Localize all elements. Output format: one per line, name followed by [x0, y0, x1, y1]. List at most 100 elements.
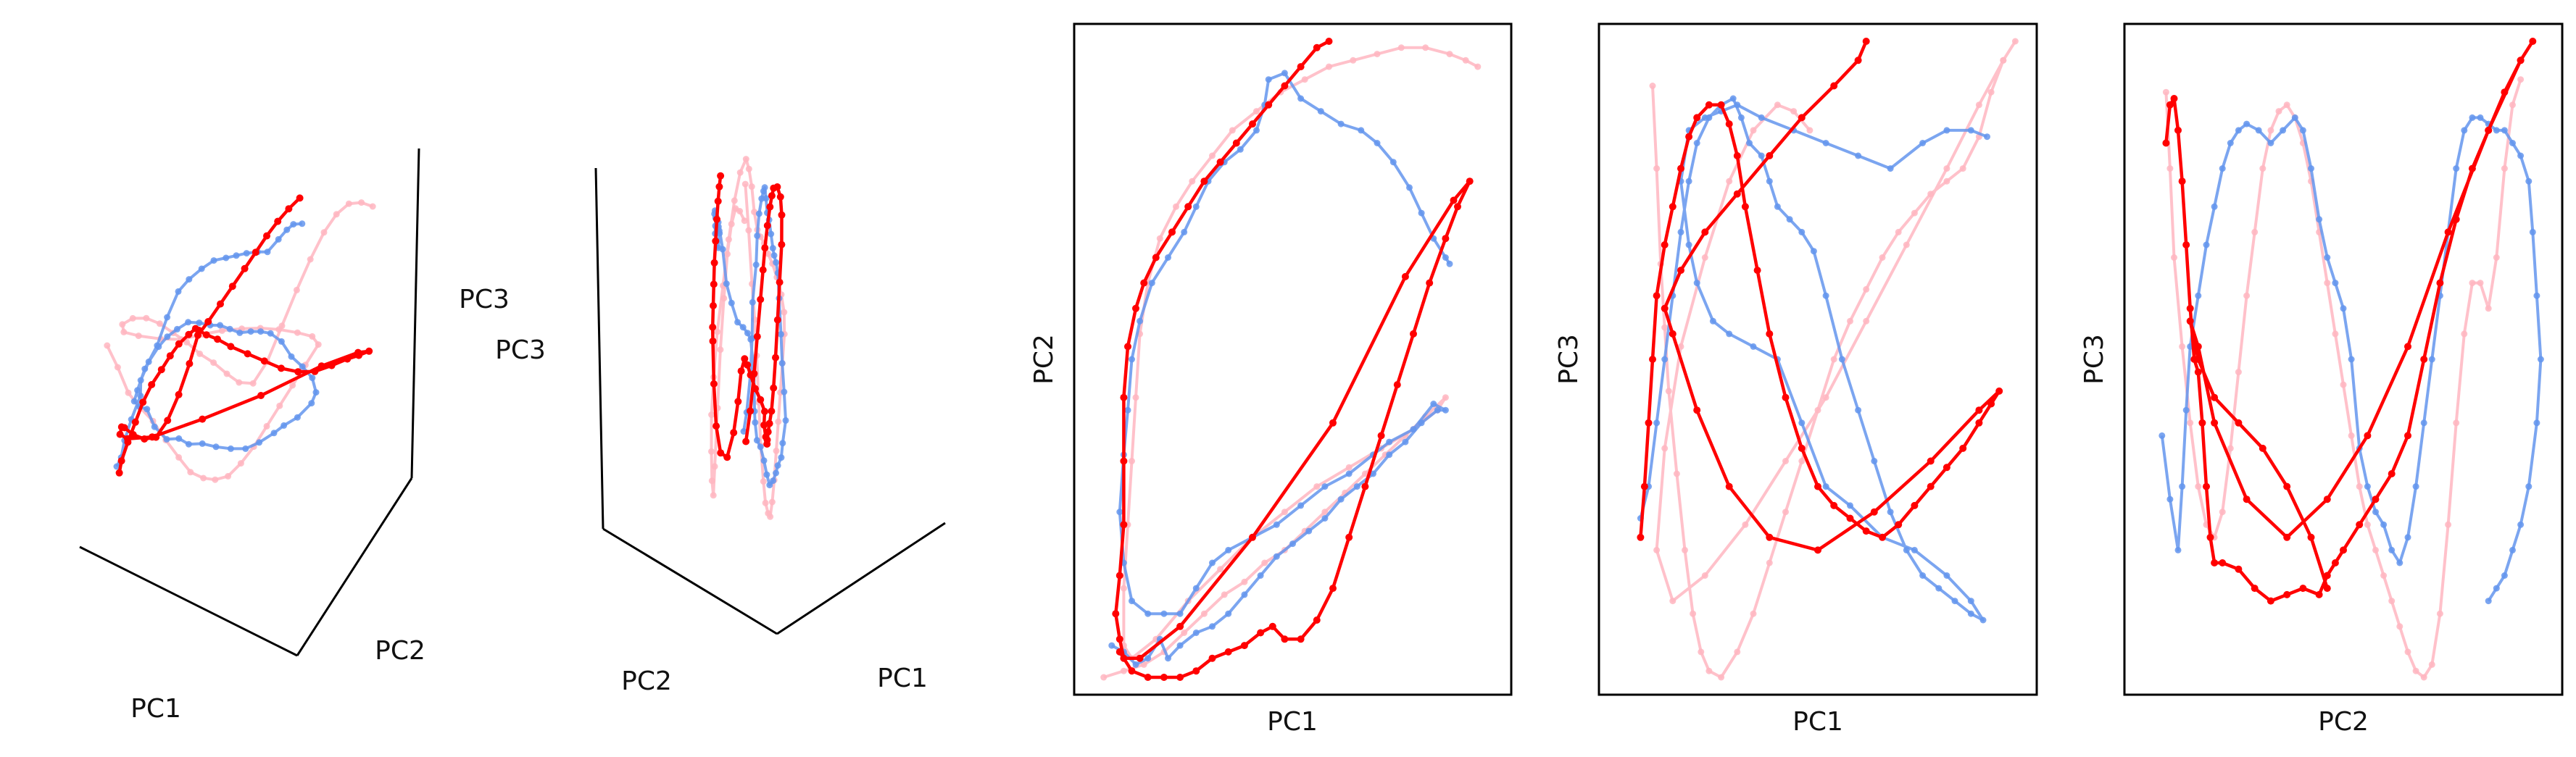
panel-1-series-3-point [344, 355, 352, 363]
panel-1-series-2-point [175, 453, 183, 461]
y-axis-label: PC3 [1554, 334, 1584, 385]
panel-2-series-3-point [761, 244, 769, 252]
panel-3d-pc1-pc2-pc3: PC1 PC2 PC3 [79, 148, 510, 724]
panel-3-series-2-point [1189, 177, 1196, 185]
panel-3-series-3-point [1268, 622, 1276, 630]
panel-2-series-3-point [760, 421, 768, 429]
panel-3-series-1-point [1176, 610, 1184, 617]
panel-2-series-2-point [717, 346, 724, 354]
panel-5-series-2-point [2187, 419, 2194, 427]
panel-2-series-3-point [776, 278, 784, 286]
panel-3-series-3-point [1115, 635, 1123, 643]
panel-1-series-1-point [290, 221, 297, 228]
panel-4-series [1637, 38, 2019, 681]
panel-4-series-3-point [1814, 482, 1821, 490]
panel-4-series-1-point [1887, 509, 1894, 516]
panel-5-series-3-point [2203, 482, 2210, 490]
panel-1-series-2-point [345, 200, 352, 207]
panel-4-series-3-point [1862, 38, 1870, 45]
panel-3-series-2-point [1301, 76, 1308, 83]
panel-1-series-3-point [157, 366, 165, 374]
panel-1-series-1-point [309, 375, 316, 382]
panel-2-series-2-point [708, 411, 715, 418]
panel-5-series-3-point [2388, 470, 2396, 477]
panel-1-series-1-point [217, 322, 224, 329]
panel-3-series-2-point [1422, 44, 1429, 51]
panel-1-series-3-point [244, 350, 252, 358]
panel-1-series-1-point [281, 422, 288, 429]
panel-5-series-1-point [2525, 483, 2533, 490]
panel-2-series-3-point [710, 259, 718, 267]
panel-3-series-2-point [1229, 127, 1236, 134]
panel-3-series-1-point [1418, 209, 1425, 217]
panel-3-series-3-point [1140, 279, 1148, 287]
panel-5-series-2-point [2485, 305, 2492, 312]
panel-3-series-3-point [1120, 457, 1128, 465]
panel-2-series-3-point [741, 355, 749, 363]
panel-1-series-3-point [175, 390, 183, 398]
panel-2-series-1-point [754, 232, 761, 239]
panel-5-series-2-point [2461, 330, 2468, 338]
panel-3-series-2-point [1156, 235, 1163, 242]
panel-3-series-1-point [1225, 546, 1232, 553]
panel-2-series [708, 156, 789, 520]
panel-4-series-3-point [1725, 482, 1733, 490]
panel-3-series-3-point [1115, 648, 1123, 656]
panel-2-series-1-point [747, 336, 755, 343]
panel-5-series-3-point [2170, 95, 2178, 102]
panel-5-series-2-point [2340, 381, 2347, 388]
panel-1-series-1-point [134, 387, 141, 394]
panel-1-series-1-point [226, 325, 233, 333]
panel-5-series-3-point [2251, 585, 2259, 593]
panel-1-series-3-point [365, 347, 373, 355]
panel-5-series-3-point [2182, 241, 2190, 248]
panel-5-series-1-point [2299, 127, 2306, 134]
panel-5-series-1-point [2364, 483, 2371, 490]
panel-2-series-3-point [768, 192, 776, 200]
panel-3-series-3-point [1329, 419, 1337, 427]
panel-4-series-3-point [1705, 101, 1713, 109]
panel-1-series-3-point [131, 418, 139, 426]
panel-4-series-1-point [1822, 140, 1829, 146]
panel-2-series-2-point [731, 197, 738, 204]
panel-1-series-2-point [143, 314, 150, 322]
x-axis-label: PC2 [2318, 707, 2369, 737]
panel-5-series-1-point [2380, 521, 2388, 528]
panel-1-series-1-point [288, 353, 295, 360]
panel-1-series-3-point [274, 217, 282, 225]
panel-5-series-1-point [2372, 509, 2379, 516]
panel-1-series-3-point [148, 381, 156, 388]
panel-4-series-2-point [1726, 177, 1733, 185]
panel-1-series-2-point [114, 364, 121, 371]
panel-1-series-2-point [236, 379, 243, 386]
panel-5-series-1-point [2316, 216, 2323, 223]
panel-3-series-3-point [1115, 572, 1123, 580]
panel-4-series-2-point [1742, 521, 1749, 528]
panel-3-series-1-point [1305, 527, 1313, 535]
panel-4-series-1-point [1855, 152, 1862, 159]
panel-3-series-2-point [1326, 63, 1332, 70]
z-axis-line [594, 167, 604, 530]
panel-5-series-1-point [2227, 140, 2234, 146]
panel-5-series-1-point [2396, 559, 2403, 566]
panel-3-series-3-point [1132, 304, 1139, 312]
panel-2-series-1-point [778, 454, 785, 461]
panel-1-series-1-point [173, 325, 180, 333]
panel-2-series-2-point [714, 328, 721, 335]
panel-5-series-2-point [2420, 674, 2427, 681]
panel-5-series-3-point [2283, 482, 2291, 490]
panel-3-series-2-point [1462, 57, 1469, 64]
panel-3-series-2-point [1261, 559, 1268, 566]
panel-1-series-2-point [200, 474, 207, 482]
panel-1-series-1-point [185, 319, 192, 326]
panel-4-series-2-point [1830, 356, 1837, 363]
panel-5-series-2-point [2251, 228, 2259, 235]
panel-1-series-2-point [129, 314, 136, 322]
panel-4-series-3-point [1753, 267, 1761, 275]
panel-3-series-3-point [1200, 177, 1208, 185]
panel-2-series-1-point [755, 210, 763, 217]
panel-1-series-2-point [263, 422, 270, 430]
panel-4-series-1-point [1774, 203, 1781, 210]
panel-5-series-2-point [2517, 76, 2525, 83]
panel-5-series-3-point [2186, 304, 2194, 312]
